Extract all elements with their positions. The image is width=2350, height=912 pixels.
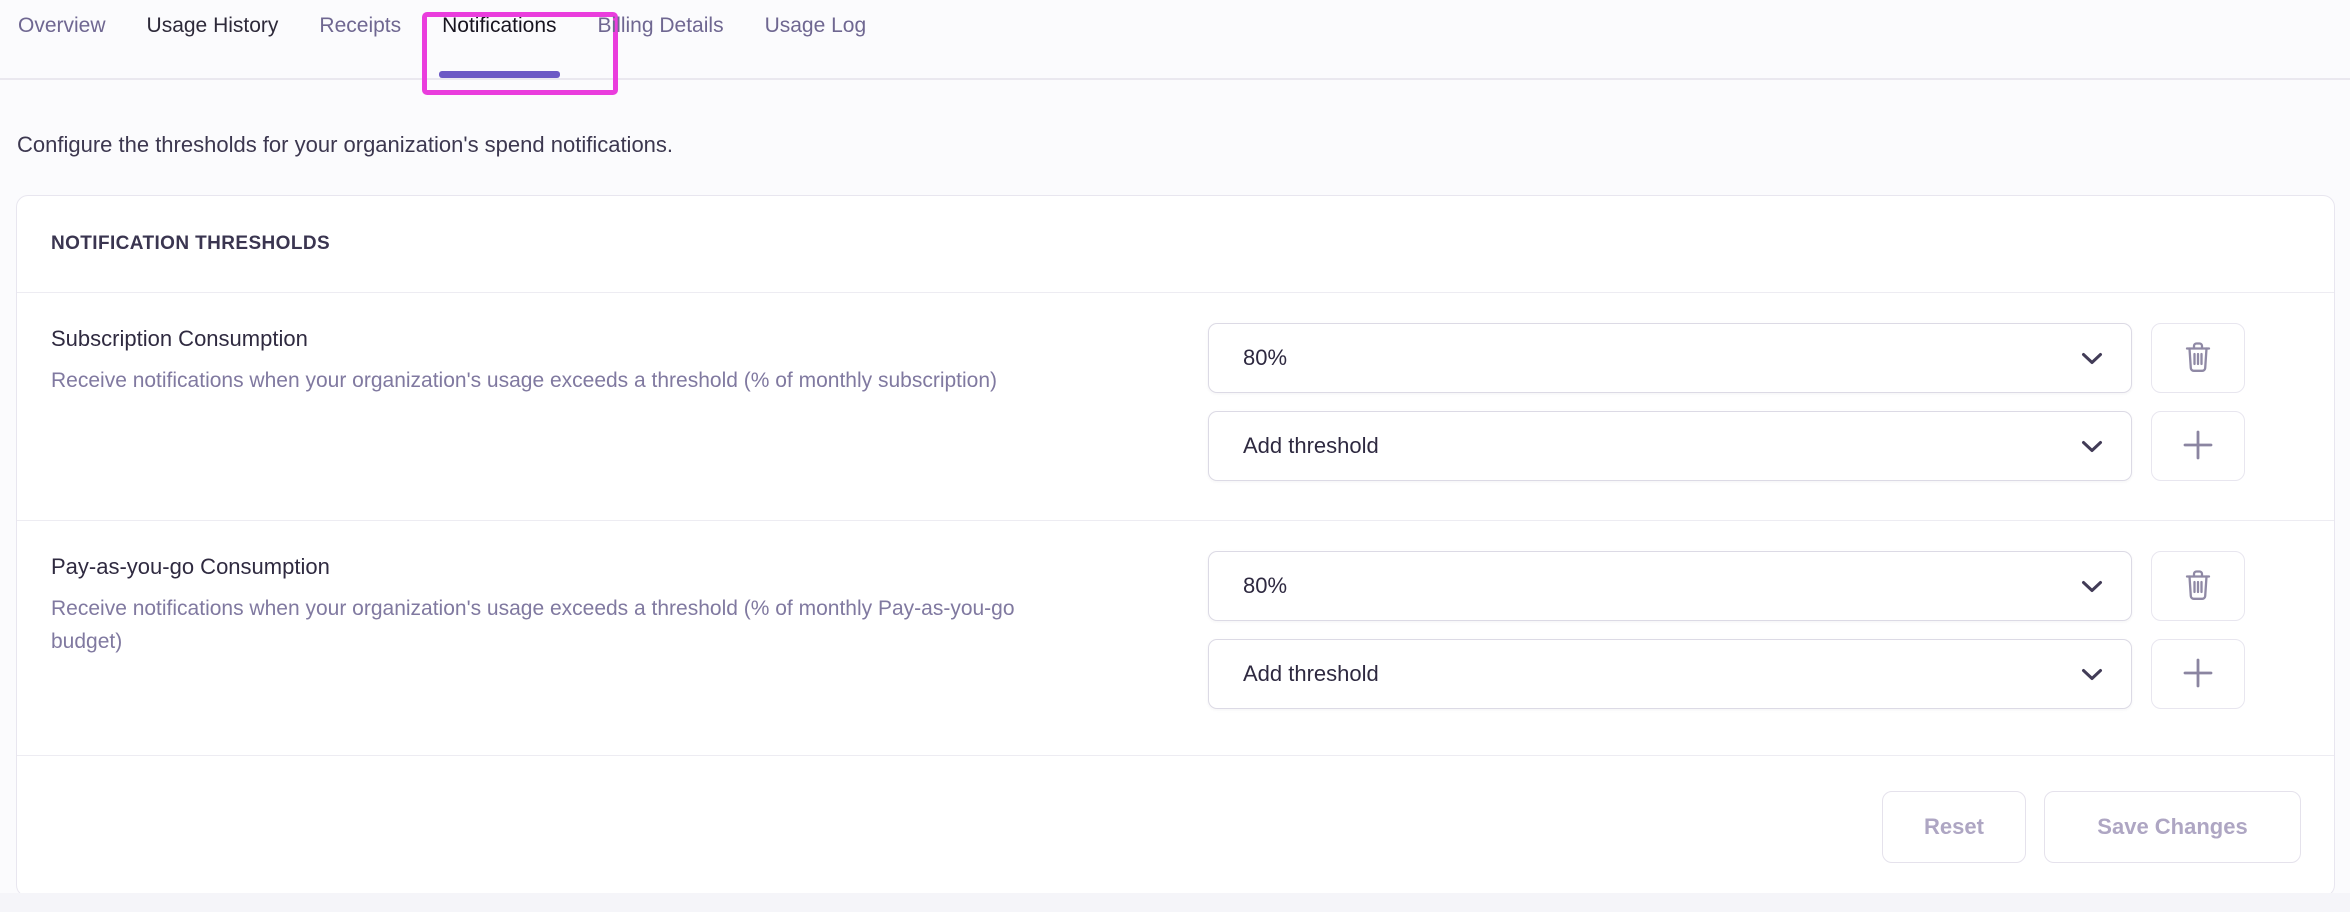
- subscription-add-threshold-select[interactable]: Add threshold: [1208, 411, 2132, 481]
- tab-receipts-label: Receipts: [319, 14, 402, 37]
- payg-add-threshold-label: Add threshold: [1243, 661, 1379, 686]
- subscription-title: Subscription Consumption: [51, 326, 308, 351]
- trash-icon: [2183, 568, 2213, 605]
- tab-usage-history[interactable]: Usage History: [147, 14, 279, 78]
- threshold-row-payg: Pay-as-you-go Consumption Receive notifi…: [17, 521, 2334, 756]
- payg-add-threshold-button[interactable]: [2151, 639, 2245, 709]
- tab-usage-log[interactable]: Usage Log: [765, 14, 867, 78]
- billing-tabs: Overview Usage History Receipts Notifica…: [0, 0, 2350, 95]
- payg-description: Receive notifications when your organiza…: [51, 597, 1015, 653]
- reset-button[interactable]: Reset: [1882, 791, 2026, 863]
- card-title: NOTIFICATION THRESHOLDS: [17, 196, 2334, 293]
- plus-icon: [2181, 428, 2215, 465]
- chevron-down-icon: [2081, 433, 2103, 459]
- tab-usage-history-label: Usage History: [146, 14, 279, 37]
- subscription-threshold-select[interactable]: 80%: [1208, 323, 2132, 393]
- tab-overview[interactable]: Overview: [18, 14, 106, 78]
- chevron-down-icon: [2081, 345, 2103, 371]
- save-changes-button[interactable]: Save Changes: [2044, 791, 2301, 863]
- chevron-down-icon: [2081, 661, 2103, 687]
- notification-thresholds-card: NOTIFICATION THRESHOLDS Subscription Con…: [16, 195, 2335, 897]
- payg-add-threshold-select[interactable]: Add threshold: [1208, 639, 2132, 709]
- trash-icon: [2183, 340, 2213, 377]
- subscription-add-threshold-label: Add threshold: [1243, 433, 1379, 458]
- chevron-down-icon: [2081, 573, 2103, 599]
- payg-threshold-value: 80%: [1243, 573, 1288, 598]
- subscription-threshold-value: 80%: [1243, 345, 1288, 370]
- payg-threshold-select[interactable]: 80%: [1208, 551, 2132, 621]
- subscription-description: Receive notifications when your organiza…: [51, 369, 998, 392]
- tab-billing-details[interactable]: Billing Details: [598, 14, 724, 78]
- plus-icon: [2181, 656, 2215, 693]
- subscription-add-threshold-button[interactable]: [2151, 411, 2245, 481]
- tab-notifications-label: Notifications: [442, 14, 557, 37]
- card-footer: Reset Save Changes: [17, 756, 2334, 896]
- threshold-row-subscription: Subscription Consumption Receive notific…: [17, 293, 2334, 521]
- tab-usage-log-label: Usage Log: [764, 14, 867, 37]
- page-bottom-gutter: [0, 893, 2350, 912]
- tab-billing-details-label: Billing Details: [597, 14, 724, 37]
- subscription-delete-threshold-button[interactable]: [2151, 323, 2245, 393]
- tab-overview-label: Overview: [18, 14, 106, 37]
- payg-title: Pay-as-you-go Consumption: [51, 554, 330, 579]
- page-description: Configure the thresholds for your organi…: [17, 132, 674, 157]
- tab-receipts[interactable]: Receipts: [319, 14, 401, 78]
- payg-delete-threshold-button[interactable]: [2151, 551, 2245, 621]
- tab-notifications[interactable]: Notifications: [422, 12, 619, 95]
